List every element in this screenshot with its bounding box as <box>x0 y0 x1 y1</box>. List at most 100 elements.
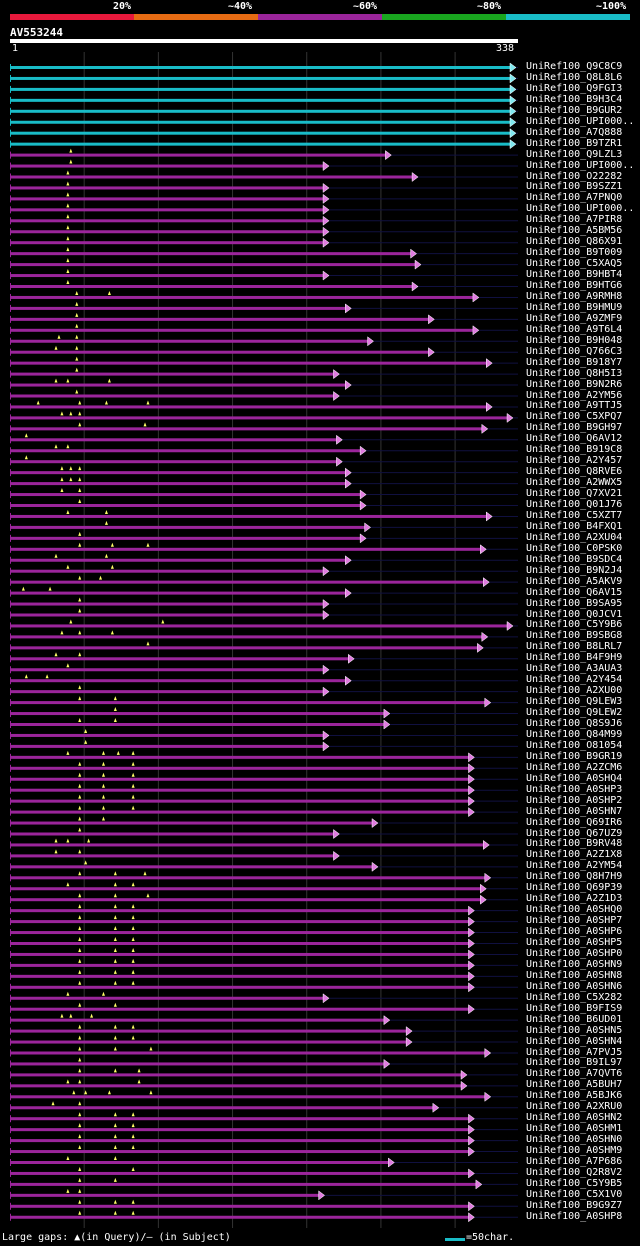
hit-label[interactable]: UniRef100_A0SHN9 <box>526 958 623 970</box>
hit-row[interactable] <box>10 95 518 106</box>
hit-row[interactable] <box>10 1134 518 1146</box>
hit-label[interactable]: UniRef100_Q766C3 <box>526 345 623 357</box>
hit-label[interactable]: UniRef100_A2YM56 <box>526 389 623 401</box>
hit-row[interactable] <box>10 139 518 150</box>
hit-label[interactable]: UniRef100_A0SHM1 <box>526 1123 623 1135</box>
hit-row[interactable] <box>10 62 518 73</box>
hit-label[interactable]: UniRef100_A0SHM9 <box>526 1145 623 1157</box>
hit-label[interactable]: UniRef100_B9GUR2 <box>526 104 623 116</box>
hit-row[interactable] <box>10 128 518 139</box>
hit-label[interactable]: UniRef100_B9N2R6 <box>526 378 623 390</box>
hit-row[interactable] <box>10 926 518 938</box>
hit-label[interactable]: UniRef100_A7QVT6 <box>526 1068 623 1080</box>
hit-label[interactable]: UniRef100_Q9FGI3 <box>526 82 623 94</box>
hit-row[interactable] <box>10 1101 518 1113</box>
hit-label[interactable]: UniRef100_A0SHN6 <box>526 980 623 992</box>
hit-label[interactable]: UniRef100_B9GH97 <box>526 422 623 434</box>
hit-row[interactable] <box>10 707 518 719</box>
hit-row[interactable] <box>10 728 518 741</box>
hit-row[interactable] <box>10 1123 518 1135</box>
hit-row[interactable] <box>10 117 518 128</box>
hit-row[interactable] <box>10 630 518 642</box>
hit-label[interactable]: UniRef100_Q7XV21 <box>526 488 623 500</box>
hit-label[interactable]: UniRef100_B9SA95 <box>526 597 623 609</box>
hit-label[interactable]: UniRef100_C5Y9B5 <box>526 1177 623 1189</box>
hit-row[interactable] <box>10 564 518 577</box>
hit-label[interactable]: UniRef100_A0SHP0 <box>526 947 623 959</box>
hit-row[interactable] <box>10 334 518 347</box>
hit-label[interactable]: UniRef100_A2WWX5 <box>526 477 623 489</box>
hit-row[interactable] <box>10 247 518 259</box>
hit-label[interactable]: UniRef100_Q9LZL3 <box>526 148 623 160</box>
hit-row[interactable] <box>10 170 518 182</box>
hit-row[interactable] <box>10 148 518 161</box>
hit-row[interactable] <box>10 882 518 894</box>
hit-label[interactable]: UniRef100_A0SHP3 <box>526 783 623 795</box>
hit-label[interactable]: UniRef100_B9H048 <box>526 334 623 346</box>
hit-row[interactable] <box>10 1210 518 1223</box>
hit-label[interactable]: UniRef100_A2Z1X8 <box>526 849 623 861</box>
hit-row[interactable] <box>10 553 518 566</box>
hit-row[interactable] <box>10 236 518 248</box>
hit-row[interactable] <box>10 696 518 708</box>
hit-label[interactable]: UniRef100_UPI000.. <box>526 115 635 127</box>
hit-row[interactable] <box>10 488 518 500</box>
hit-label[interactable]: UniRef100_Q8S9J6 <box>526 718 623 729</box>
hit-row[interactable] <box>10 871 518 883</box>
hit-row[interactable] <box>10 466 518 478</box>
hit-row[interactable] <box>10 750 518 763</box>
hit-label[interactable]: UniRef100_B9T009 <box>526 247 623 259</box>
hit-label[interactable]: UniRef100_Q6AV12 <box>526 433 623 445</box>
hit-row[interactable] <box>10 499 518 511</box>
hit-row[interactable] <box>10 980 518 993</box>
hit-row[interactable] <box>10 203 518 215</box>
hit-row[interactable] <box>10 893 518 905</box>
hit-row[interactable] <box>10 1068 518 1080</box>
hit-row[interactable] <box>10 794 518 807</box>
hit-label[interactable]: UniRef100_B9FIS9 <box>526 1002 623 1014</box>
hit-row[interactable] <box>10 1013 518 1026</box>
hit-label[interactable]: UniRef100_Q69IR6 <box>526 816 623 828</box>
hit-row[interactable] <box>10 947 518 960</box>
hit-row[interactable] <box>10 378 518 391</box>
hit-row[interactable] <box>10 1057 518 1069</box>
hit-row[interactable] <box>10 301 518 314</box>
hit-label[interactable]: UniRef100_Q8RVE6 <box>526 466 623 478</box>
hit-label[interactable]: UniRef100_B9N2J4 <box>526 564 623 576</box>
hit-label[interactable]: UniRef100_A0SHP2 <box>526 794 623 806</box>
hit-row[interactable] <box>10 345 518 358</box>
hit-label[interactable]: UniRef100_A7PVJ5 <box>526 1046 623 1058</box>
hit-label[interactable]: UniRef100_Q8H5I3 <box>526 367 623 379</box>
hit-label[interactable]: UniRef100_Q86X91 <box>526 236 623 248</box>
hit-label[interactable]: UniRef100_A2Y454 <box>526 674 623 686</box>
hit-label[interactable]: UniRef100_Q8L8L6 <box>526 71 623 83</box>
hit-row[interactable] <box>10 838 518 850</box>
hit-row[interactable] <box>10 1002 518 1015</box>
hit-label[interactable]: UniRef100_Q2R8V2 <box>526 1166 623 1178</box>
hit-row[interactable] <box>10 400 518 412</box>
hit-row[interactable] <box>10 444 518 456</box>
hit-row[interactable] <box>10 619 518 631</box>
hit-label[interactable]: UniRef100_Q67UZ9 <box>526 827 623 839</box>
hit-row[interactable] <box>10 575 518 588</box>
hit-label[interactable]: UniRef100_A0SHP5 <box>526 937 623 948</box>
hit-row[interactable] <box>10 1024 518 1037</box>
hit-row[interactable] <box>10 389 518 401</box>
hit-label[interactable]: UniRef100_A5BUH7 <box>526 1079 623 1091</box>
hit-row[interactable] <box>10 860 518 872</box>
hit-label[interactable]: UniRef100_C5XPQ7 <box>526 411 623 423</box>
hit-row[interactable] <box>10 663 518 675</box>
hit-label[interactable]: UniRef100_B9GR19 <box>526 750 623 762</box>
hit-row[interactable] <box>10 991 518 1004</box>
hit-row[interactable] <box>10 761 518 774</box>
hit-label[interactable]: UniRef100_Q9C8C9 <box>526 61 623 72</box>
hit-label[interactable]: UniRef100_Q01J76 <box>526 499 623 510</box>
hit-row[interactable] <box>10 1177 518 1190</box>
hit-label[interactable]: UniRef100_B9IL97 <box>526 1057 623 1069</box>
hit-label[interactable]: UniRef100_B9G9Z7 <box>526 1199 623 1211</box>
hit-label[interactable]: UniRef100_B9SDC4 <box>526 553 623 565</box>
hit-row[interactable] <box>10 106 518 117</box>
hit-row[interactable] <box>10 586 518 599</box>
hit-label[interactable]: UniRef100_C5Y9B6 <box>526 619 623 631</box>
hit-row[interactable] <box>10 827 518 839</box>
